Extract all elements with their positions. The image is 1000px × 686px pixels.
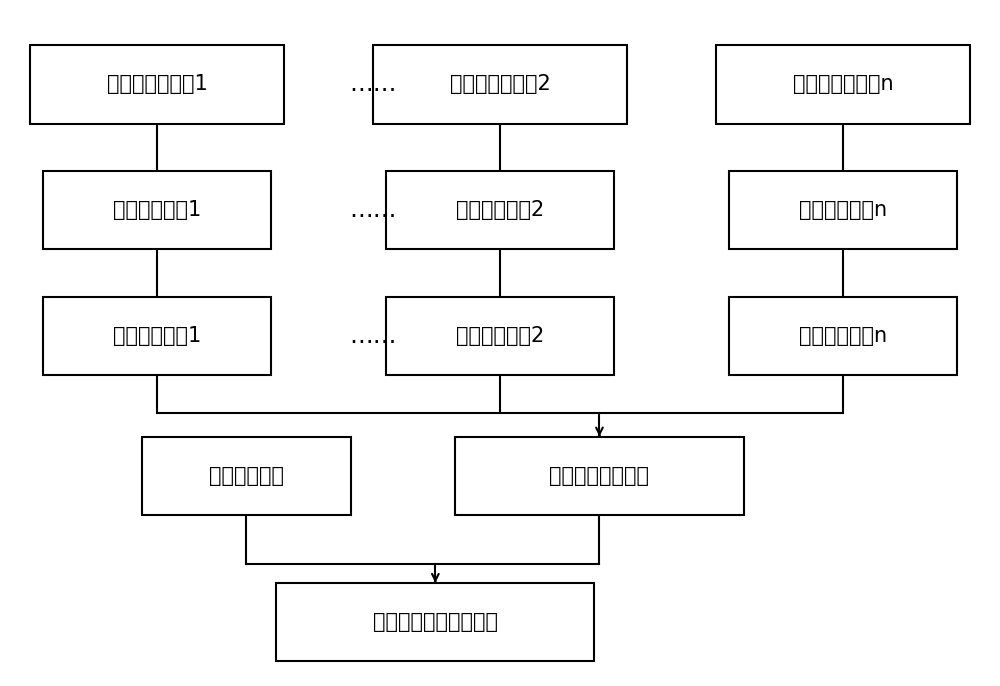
Text: 声音传感器阵列n: 声音传感器阵列n [793,75,893,95]
Text: 信号采集模块n: 信号采集模块n [799,200,887,220]
Text: 声音传感器阵列2: 声音传感器阵列2 [450,75,550,95]
FancyBboxPatch shape [276,583,594,661]
FancyBboxPatch shape [716,45,970,123]
Text: ……: …… [349,324,397,348]
Text: 信号采集模块2: 信号采集模块2 [456,200,544,220]
FancyBboxPatch shape [729,297,957,375]
Text: 信号采集模块1: 信号采集模块1 [113,200,201,220]
FancyBboxPatch shape [386,297,614,375]
Text: ……: …… [349,198,397,222]
FancyBboxPatch shape [142,436,351,514]
Text: 信号处理模块2: 信号处理模块2 [456,327,544,346]
FancyBboxPatch shape [373,45,627,123]
Text: 声音信号成像模块: 声音信号成像模块 [549,466,649,486]
Text: 可视化声音源定位模块: 可视化声音源定位模块 [373,612,498,632]
Text: ……: …… [349,73,397,97]
FancyBboxPatch shape [43,172,271,250]
Text: 信号处理模块n: 信号处理模块n [799,327,887,346]
FancyBboxPatch shape [43,297,271,375]
FancyBboxPatch shape [729,172,957,250]
Text: 信号处理模块1: 信号处理模块1 [113,327,201,346]
Text: 图像采集模块: 图像采集模块 [209,466,284,486]
FancyBboxPatch shape [386,172,614,250]
FancyBboxPatch shape [455,436,744,514]
FancyBboxPatch shape [30,45,284,123]
Text: 声音传感器阵列1: 声音传感器阵列1 [107,75,207,95]
